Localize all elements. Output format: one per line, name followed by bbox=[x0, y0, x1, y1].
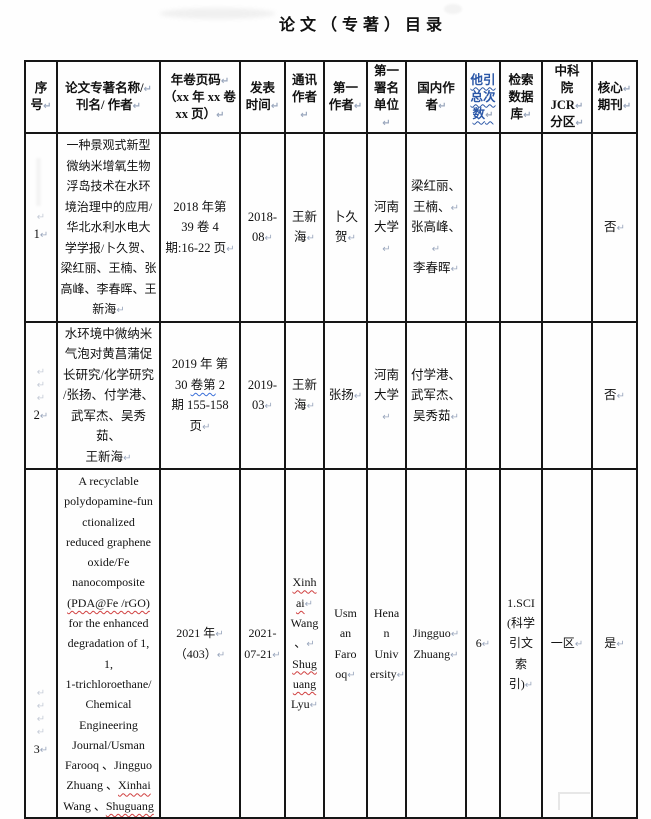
header-row: 序号↵ 论文专著名称/↵ 刊名/ 作者↵ 年卷页码↵ （xx 年 xx 卷 xx 页）… bbox=[24, 60, 638, 134]
paragraph-marks: ↵ bbox=[36, 211, 46, 223]
cell-core-journal: 是↵ bbox=[591, 467, 638, 819]
cell-cas-jcr-partition: 一区↵ bbox=[541, 467, 593, 819]
cell-first-author: 卜久 贺↵ bbox=[323, 132, 368, 323]
cell-core-journal: 否↵ bbox=[591, 320, 638, 470]
cell-serial-number: ↵ ↵ ↵ 2↵ bbox=[24, 320, 58, 470]
cell-corresponding-author: 王新 海↵ bbox=[284, 132, 325, 323]
header-domestic-authors: 国内作 者↵ bbox=[405, 60, 467, 134]
cell-index-database bbox=[499, 320, 543, 470]
cell-citation-count bbox=[465, 320, 501, 470]
cell-corresponding-author: 王新 海↵ bbox=[284, 320, 325, 470]
cell-paper-title: A recyclable polydopamine-fun ctionalized r… bbox=[56, 467, 161, 819]
header-index-database: 检索 数据 库↵ bbox=[499, 60, 543, 134]
header-first-author: 第一 作者↵ bbox=[323, 60, 368, 134]
paragraph-marks: ↵ ↵ ↵ ↵ bbox=[36, 687, 46, 738]
cell-first-affiliation: 河南 大学↵ bbox=[366, 132, 407, 323]
header-citation-count: 他引 总次 数↵ bbox=[465, 60, 501, 134]
cell-serial-number: ↵ 1↵ bbox=[24, 132, 58, 323]
cell-publish-date: 2018- 08↵ bbox=[239, 132, 286, 323]
cell-serial-number: ↵ ↵ ↵ ↵ 3↵ bbox=[24, 467, 58, 819]
header-corresponding-author: 通讯 作者↵ bbox=[284, 60, 325, 134]
cell-index-database: 1.SCI (科学 引文 索引)↵ bbox=[499, 467, 543, 819]
scan-smudge bbox=[160, 8, 275, 19]
cell-year-volume-pages: 2018 年第 39 卷 4 期:16-22 页↵ bbox=[159, 132, 241, 323]
header-cas-jcr-partition: 中科院 JCR↵ 分区↵ bbox=[541, 60, 593, 134]
cell-first-affiliation: Hena n Univ ersity↵ bbox=[366, 467, 407, 819]
cell-citation-count: 6↵ bbox=[465, 467, 501, 819]
paragraph-marks: ↵ ↵ ↵ bbox=[36, 366, 46, 404]
header-publish-date: 发表 时间↵ bbox=[239, 60, 286, 134]
cell-corresponding-author: Xinh ai↵ Wang 、↵ Shug uang Lyu↵ bbox=[284, 467, 325, 819]
cell-first-author: 张扬↵ bbox=[323, 320, 368, 470]
cell-citation-count bbox=[465, 132, 501, 323]
cell-domestic-authors: 付学港、 武军杰、 吴秀茹↵ bbox=[405, 320, 467, 470]
table-row: ↵ ↵ ↵ ↵ 3↵ A recyclable polydopamine-fun ctio… bbox=[24, 467, 638, 819]
cell-year-volume-pages: 2021 年↵ （403）↵ bbox=[159, 467, 241, 819]
header-core-journal: 核心↵ 期刊↵ bbox=[591, 60, 638, 134]
table-row: ↵ 1↵ 一种景观式新型 微纳米增氧生物 浮岛技术在水环 境治理中的应用/华北水利水电… bbox=[24, 132, 638, 323]
cell-cas-jcr-partition bbox=[541, 320, 593, 470]
cell-core-journal: 否↵ bbox=[591, 132, 638, 323]
cell-publish-date: 2021- 07-21↵ bbox=[239, 467, 286, 819]
cell-paper-title: 水环境中微纳米 气泡对黄菖蒲促 长研究/化学研究/张扬、付学港、 武军杰、吴秀茹、 王新… bbox=[56, 320, 161, 470]
cell-cas-jcr-partition bbox=[541, 132, 593, 323]
cell-first-affiliation: 河南 大学↵ bbox=[366, 320, 407, 470]
cell-paper-title: 一种景观式新型 微纳米增氧生物 浮岛技术在水环 境治理中的应用/华北水利水电大 学学报/… bbox=[56, 132, 161, 323]
papers-catalog-table: 序号↵ 论文专著名称/↵ 刊名/ 作者↵ 年卷页码↵ （xx 年 xx 卷 xx 页）… bbox=[24, 60, 638, 819]
header-first-affiliation: 第一 署名 单位↵ bbox=[366, 60, 407, 134]
header-year-volume-pages: 年卷页码↵ （xx 年 xx 卷 xx 页）↵ bbox=[159, 60, 241, 134]
cell-domestic-authors: Jingguo↵ Zhuang↵ bbox=[405, 467, 467, 819]
cell-domestic-authors: 梁红丽、 王楠、↵ 张高峰、↵ 李春晖↵ bbox=[405, 132, 467, 323]
header-paper-title-journal-authors: 论文专著名称/↵ 刊名/ 作者↵ bbox=[56, 60, 161, 134]
cell-first-author: Usm an Faro oq↵ bbox=[323, 467, 368, 819]
page-title: 论文（专著）目录 bbox=[278, 17, 448, 34]
header-serial-number: 序号↵ bbox=[24, 60, 58, 134]
cell-publish-date: 2019- 03↵ bbox=[239, 320, 286, 470]
scan-smudge bbox=[444, 4, 462, 14]
cell-index-database bbox=[499, 132, 543, 323]
table-row: ↵ ↵ ↵ 2↵ 水环境中微纳米 气泡对黄菖蒲促 长研究/化学研究/张扬、付学港、 武军杰… bbox=[24, 320, 638, 470]
